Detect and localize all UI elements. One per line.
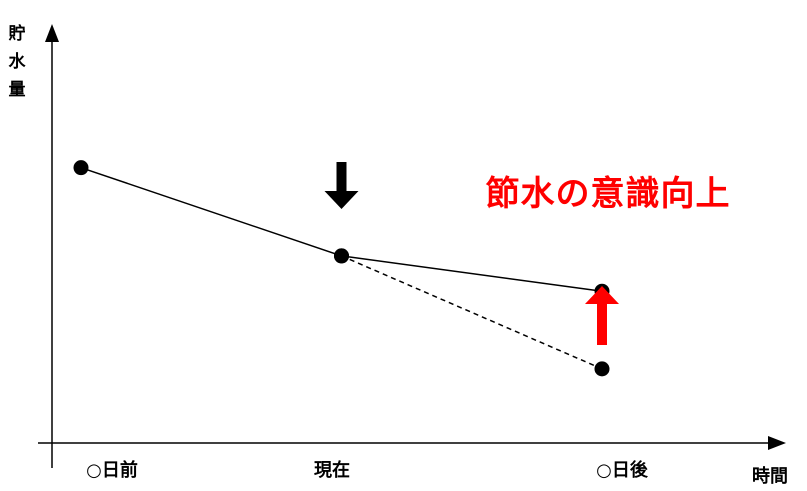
x-axis-arrowhead [768,436,786,450]
y-axis-label-char-2: 水 [9,51,27,72]
annotation-text: 節水の意識向上 [486,174,731,214]
x-axis-label: 時間 [752,466,788,487]
y-axis-label-char-3: 量 [9,79,26,100]
data-point [334,248,349,264]
x-tick-label: ○日前 [86,459,138,481]
data-point [73,160,89,176]
red-up-arrow [585,286,619,345]
series-solid-segment [80,166,342,257]
x-tick-label: ○日後 [596,459,649,481]
data-point [594,361,610,377]
series-group [73,160,610,377]
x-tick-label: 現在 [314,459,350,481]
series-solid-segment [341,255,603,292]
series-dashed-segment [341,255,603,370]
x-tick-labels: ○日前 現在 ○日後 [86,459,649,481]
black-down-arrow [324,162,359,209]
arrow-markers [324,162,619,345]
y-axis-arrowhead [45,24,59,42]
y-axis-label-char-1: 貯 [9,23,26,44]
